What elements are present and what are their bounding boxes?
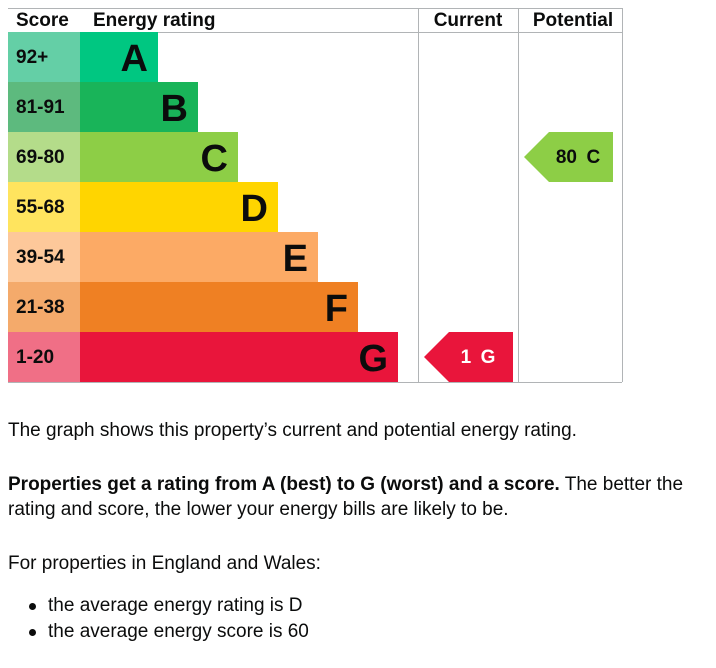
bullet-icon <box>29 603 36 610</box>
potential-arrow <box>524 132 613 182</box>
graph-description: The graph shows this property’s current … <box>8 420 577 441</box>
list-item: the average energy score is 60 <box>8 619 708 644</box>
score-range-d: 55-68 <box>16 197 65 218</box>
rating-explanation: The graph shows this property’s current … <box>8 418 708 645</box>
rating-bar-a <box>80 32 158 82</box>
header-current: Current <box>434 10 503 31</box>
chart-headers: Score Energy rating Current Potential <box>16 10 613 31</box>
score-cell-d <box>8 182 80 232</box>
current-rating-label: 1 G <box>461 347 496 368</box>
score-cell-f <box>8 282 80 332</box>
band-letter-e: E <box>283 238 308 280</box>
rating-arrows: 1 G 80 C <box>424 132 613 382</box>
rating-bar-e <box>80 232 318 282</box>
score-cell-a <box>8 32 80 82</box>
band-letter-b: B <box>161 88 188 130</box>
energy-rating-chart: 92+ A81-91 B69-80 C55-68 D39-54 E21-38 F1-20 G … <box>8 8 623 383</box>
score-cell-c <box>8 132 80 182</box>
bullet-text-rating: the average energy rating is D <box>48 595 303 616</box>
band-letter-d: D <box>241 188 268 230</box>
header-score: Score <box>16 10 69 31</box>
band-letter-c: C <box>201 138 228 180</box>
score-range-g: 1-20 <box>16 347 54 368</box>
rating-bar-c <box>80 132 238 182</box>
region-intro: For properties in England and Wales: <box>8 553 321 574</box>
score-range-e: 39-54 <box>16 247 65 268</box>
header-potential: Potential <box>533 10 613 31</box>
potential-rating-label: 80 C <box>556 147 601 168</box>
rating-bar-b <box>80 82 198 132</box>
current-arrow <box>424 332 513 382</box>
score-cell-g <box>8 332 80 382</box>
bullet-icon <box>29 629 36 636</box>
band-letter-a: A <box>121 38 148 80</box>
list-item: the average energy rating is D <box>8 593 708 618</box>
score-range-b: 81-91 <box>16 97 65 118</box>
header-energy-rating: Energy rating <box>93 10 215 31</box>
band-letter-f: F <box>325 288 348 330</box>
score-range-a: 92+ <box>16 47 48 68</box>
bullet-text-score: the average energy score is 60 <box>48 621 309 642</box>
rating-bar-f <box>80 282 358 332</box>
rating-info-rest: The better the rating and score, the low… <box>8 474 684 520</box>
score-range-c: 69-80 <box>16 147 65 168</box>
averages-list: the average energy rating is D the avera… <box>8 593 708 644</box>
rating-bar-g <box>80 332 398 382</box>
rating-bands: 92+ A 81-91 B 69-80 C 55-68 D 39-54 E 21-38 F 1-20 G <box>8 32 398 382</box>
score-range-f: 21-38 <box>16 297 65 318</box>
rating-info-bold: Properties get a rating from A (best) to… <box>8 474 560 495</box>
band-letter-g: G <box>358 338 388 380</box>
rating-bar-d <box>80 182 278 232</box>
score-cell-e <box>8 232 80 282</box>
rating-info: Properties get a rating from A (best) to… <box>8 472 708 522</box>
score-cell-b <box>8 82 80 132</box>
